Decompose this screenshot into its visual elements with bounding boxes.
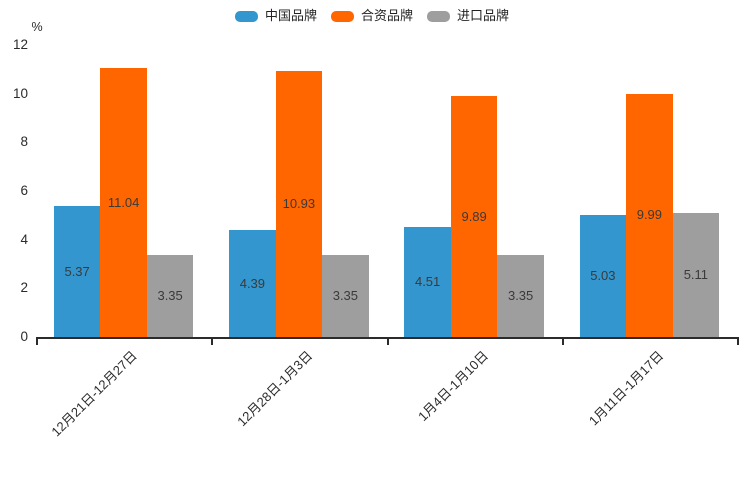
bar-series-0-group-1: [229, 230, 276, 337]
bar-value-label: 9.99: [636, 207, 663, 223]
bar-series-1-group-0: [100, 68, 147, 337]
bar-series-0-group-0: [53, 206, 101, 337]
bar-series-2-group-0: [146, 255, 194, 337]
bar-value-label: 4.39: [239, 275, 266, 291]
y-axis-tick-label: 4: [20, 231, 28, 247]
x-axis-tick: [561, 339, 564, 345]
bar-series-0-group-3: [579, 214, 627, 337]
x-axis-category-label: 1月4日-1月10日: [414, 348, 491, 425]
legend-label: 中国品牌: [264, 8, 317, 23]
bar-series-2-group-1: [322, 255, 369, 337]
x-axis-line: [36, 337, 739, 339]
bar-value-label: 5.03: [590, 267, 616, 283]
legend-label: 合资品牌: [360, 8, 413, 23]
bar-series-1-group-1: [275, 71, 323, 337]
bar-value-label: 4.51: [414, 274, 441, 290]
bar-series-1-group-2: [450, 96, 498, 337]
y-axis-tick-label: 12: [12, 37, 28, 52]
bar-series-0-group-2: [404, 227, 451, 337]
x-axis-tick: [737, 339, 739, 345]
y-axis-tick-label: 0: [20, 329, 28, 344]
y-axis-tick-label: 8: [20, 134, 28, 150]
bar-value-label: 3.35: [332, 288, 359, 304]
legend-item-0[interactable]: 中国品牌: [234, 8, 317, 23]
y-axis-unit-label: %: [31, 20, 43, 34]
bar-value-label: 3.35: [507, 288, 534, 304]
y-axis-tick-label: 2: [20, 280, 28, 296]
y-axis-tick-label: 6: [20, 183, 28, 198]
bar-value-label: 5.37: [64, 263, 90, 279]
x-axis-category-label: 12月28日-1月3日: [234, 348, 316, 430]
x-axis-category-label: 12月21日-12月27日: [48, 348, 141, 440]
bar-series-2-group-3: [672, 212, 720, 337]
bar-value-label: 10.93: [282, 196, 316, 212]
legend-swatch-icon: [427, 10, 450, 22]
x-axis-category-label: 1月11日-1月17日: [585, 348, 666, 429]
bar-series-2-group-2: [497, 255, 544, 337]
bar-value-label: 3.35: [157, 288, 183, 304]
legend-item-1[interactable]: 合资品牌: [330, 8, 413, 23]
bar-value-label: 5.11: [683, 266, 709, 282]
legend-swatch-icon: [330, 10, 354, 22]
x-axis-tick: [386, 339, 389, 345]
bar-value-label: 11.04: [107, 194, 140, 210]
legend-item-2[interactable]: 进口品牌: [427, 9, 509, 23]
bar-series-1-group-3: [626, 93, 673, 337]
y-axis-tick-label: 10: [12, 85, 28, 101]
bar-value-label: 9.89: [461, 208, 487, 224]
x-axis-tick: [36, 339, 38, 345]
legend-label: 进口品牌: [457, 8, 510, 23]
x-axis-tick: [211, 339, 214, 345]
legend-swatch-icon: [234, 10, 258, 22]
legend: 中国品牌 合资品牌 进口品牌: [0, 6, 744, 26]
